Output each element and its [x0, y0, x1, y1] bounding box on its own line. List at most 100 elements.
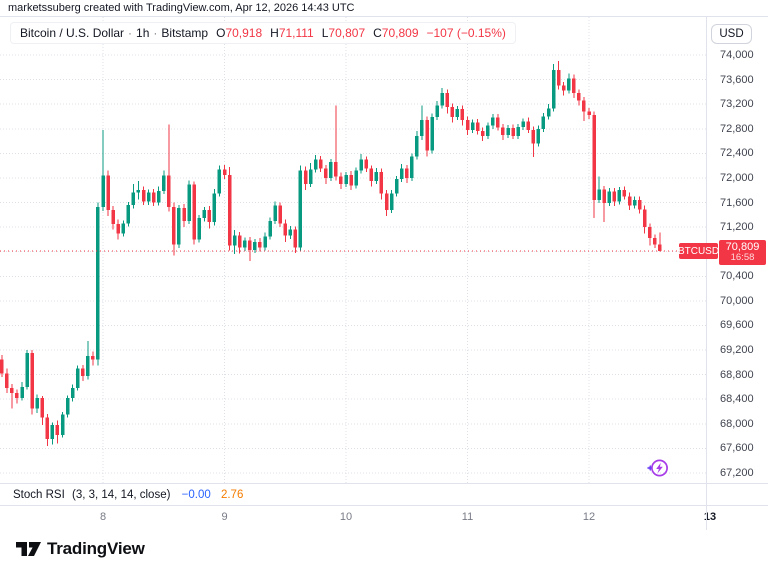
tradingview-logo-mark — [16, 542, 41, 556]
candle-body — [136, 190, 141, 193]
candle-body — [151, 192, 156, 203]
candle-body — [172, 206, 176, 245]
candle-body — [384, 193, 389, 210]
last-price-value: 70,809 — [725, 241, 760, 254]
candle-body — [116, 224, 120, 234]
candle-body — [162, 175, 166, 191]
candle-body — [121, 223, 125, 234]
price-axis-label: 67,200 — [720, 466, 754, 479]
ohlc-low: L70,807 — [321, 26, 366, 40]
candle-body — [658, 244, 662, 252]
candle-body — [298, 170, 303, 248]
candle-body — [556, 69, 561, 86]
candle-body — [607, 191, 611, 204]
last-price-axis-label: 70,809 16:58 — [719, 240, 766, 266]
candle-body — [440, 93, 444, 106]
candle-body — [465, 120, 470, 130]
price-axis-label: 72,800 — [720, 122, 754, 135]
candle-body — [187, 184, 191, 221]
candle-body — [248, 240, 252, 250]
candle-body — [283, 223, 287, 236]
candle-body — [81, 368, 85, 376]
candle-body — [612, 191, 617, 202]
candle-body — [349, 174, 353, 186]
candle-body — [597, 189, 601, 201]
candle-body — [359, 159, 363, 171]
price-axis-label: 71,600 — [720, 196, 754, 209]
footer: TradingView — [0, 530, 768, 568]
pane-separator[interactable] — [0, 483, 768, 484]
tradingview-logo[interactable]: TradingView — [16, 539, 145, 559]
interval-label[interactable]: 1h — [136, 26, 150, 40]
candle-body — [410, 156, 414, 178]
candle-body — [126, 204, 131, 224]
candle-body — [156, 190, 161, 203]
indicator-name[interactable]: Stoch RSI — [13, 489, 65, 501]
candle-body — [496, 117, 500, 128]
candle-body — [0, 359, 4, 374]
candle-body — [501, 127, 505, 135]
candle-body — [450, 107, 455, 118]
candle-body — [318, 159, 323, 169]
candle-body — [278, 205, 282, 224]
candle-body — [399, 168, 404, 180]
symbol-legend[interactable]: Bitcoin / U.S. Dollar · 1h · Bitstamp O7… — [10, 22, 516, 44]
candle-body — [526, 121, 530, 130]
candle-body — [587, 111, 591, 116]
candle-body — [212, 193, 217, 223]
candle-body — [106, 175, 110, 210]
candle-body — [207, 209, 212, 223]
candle-body — [91, 356, 95, 360]
candle-body — [243, 240, 247, 248]
candle-body — [354, 170, 358, 186]
candle-body — [632, 200, 637, 206]
candle-body — [268, 220, 272, 237]
candle-body — [232, 235, 237, 246]
candle-body — [480, 131, 485, 137]
price-axis-label: 68,400 — [720, 393, 754, 406]
price-axis-label: 71,200 — [720, 221, 754, 234]
candle-body — [405, 168, 409, 178]
symbol-title[interactable]: Bitcoin / U.S. Dollar — [20, 26, 125, 40]
candle-body — [602, 189, 606, 204]
candle-body — [237, 235, 242, 248]
candle-body — [425, 120, 429, 151]
candle-body — [141, 190, 146, 202]
price-axis-label: 68,000 — [720, 417, 754, 430]
time-axis-label: 11 — [461, 511, 474, 523]
candle-body — [197, 217, 201, 240]
price-axis-label: 70,000 — [720, 294, 754, 307]
candle-body — [653, 238, 657, 245]
candle-body — [648, 227, 652, 239]
candle-body — [637, 200, 642, 210]
price-axis-label: 72,000 — [720, 171, 754, 184]
candle-body — [389, 193, 394, 210]
candle-body — [308, 169, 313, 185]
candle-body — [394, 179, 399, 194]
candle-body — [339, 176, 343, 185]
price-axis-label: 67,600 — [720, 442, 754, 455]
candle-body — [324, 168, 328, 178]
time-axis-label: 8 — [99, 511, 107, 523]
indicator-params: (3, 3, 14, 14, close) — [71, 489, 171, 501]
candle-body — [536, 128, 541, 144]
candle-body — [364, 159, 368, 169]
price-axis-label: 68,800 — [720, 368, 754, 381]
boost-icon[interactable] — [645, 456, 671, 480]
candle-body — [475, 122, 480, 132]
candle-body — [5, 373, 9, 389]
candle-body — [374, 171, 379, 182]
indicator-legend[interactable]: Stoch RSI (3, 3, 14, 14, close) −0.00 2.… — [13, 489, 243, 501]
candle-body — [288, 229, 293, 236]
tradingview-logo-text: TradingView — [47, 539, 145, 558]
price-axis-label: 72,400 — [720, 147, 754, 160]
candle-body — [521, 121, 525, 127]
currency-toggle-button[interactable]: USD — [711, 24, 752, 44]
candle-body — [546, 108, 551, 117]
price-axis-label: 74,000 — [720, 49, 754, 61]
candle-body — [55, 425, 60, 435]
change-label: −107 (−0.15%) — [426, 26, 506, 40]
candle-body — [25, 353, 29, 387]
